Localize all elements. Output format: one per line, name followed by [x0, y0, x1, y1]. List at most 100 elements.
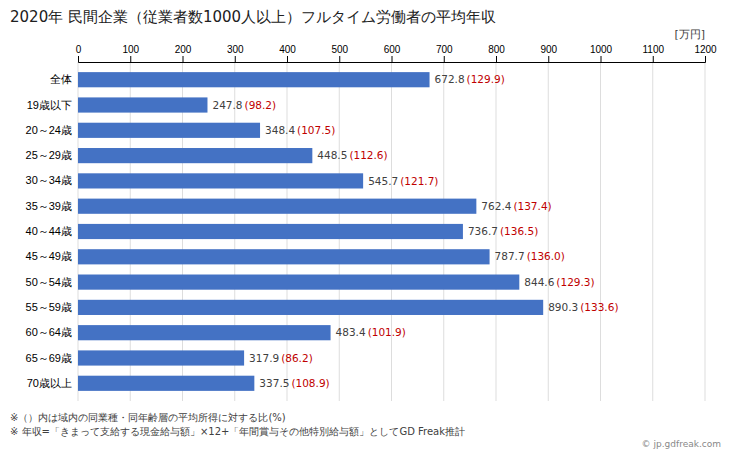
category-label: 30～34歳 [26, 174, 72, 186]
grid-line [652, 62, 653, 401]
category-tick: 30～34歳 [26, 174, 72, 186]
tick-label: 1200 [694, 44, 717, 55]
tick: 800 [488, 44, 505, 62]
bar [78, 123, 260, 138]
bar [78, 376, 254, 391]
category-label: 50～54歳 [26, 276, 72, 288]
tick-mark [496, 56, 497, 62]
bar [78, 325, 331, 340]
category-tick: 50～54歳 [26, 276, 72, 288]
category-label: 25～29歳 [26, 149, 72, 161]
value-label: 672.8 [435, 73, 465, 85]
value-label: 247.8 [212, 99, 242, 111]
grid-line [705, 62, 706, 401]
bar [78, 148, 312, 163]
tick-label: 100 [122, 44, 139, 55]
category-tick: 25～29歳 [26, 149, 72, 161]
category-label: 20～24歳 [26, 124, 72, 136]
tick: 700 [436, 44, 453, 62]
category-tick: 35～39歳 [26, 200, 72, 212]
bar [78, 224, 463, 239]
value-label: 890.3 [548, 301, 578, 313]
bar [78, 350, 244, 365]
y-axis: 全体19歳以下20～24歳25～29歳30～34歳35～39歳40～44歳45～… [26, 73, 72, 389]
axis-domain [79, 56, 706, 63]
tick-label: 500 [331, 44, 348, 55]
value-label: 317.9 [249, 352, 279, 364]
bar [78, 173, 363, 188]
data-labels: 672.8(129.9)247.8(98.2)348.4(107.5)448.5… [212, 73, 618, 389]
bars [78, 72, 543, 391]
tick: 600 [384, 44, 401, 62]
grid-line [548, 62, 549, 401]
ratio-label: (98.2) [245, 99, 277, 111]
ratio-label: (101.9) [368, 326, 406, 338]
ratio-label: (108.9) [291, 377, 329, 389]
category-label: 65～69歳 [26, 352, 72, 364]
footnote: ※ 年収=「きまって支給する現金給与額」×12+「年間賞与その他特別給与額」とし… [10, 426, 465, 437]
category-label: 45～49歳 [26, 250, 72, 262]
tick: 1200 [694, 44, 717, 62]
tick-mark [287, 56, 288, 62]
category-tick: 全体 [50, 73, 72, 85]
tick-label: 1100 [642, 44, 664, 55]
tick-mark [130, 56, 131, 62]
tick: 900 [540, 44, 557, 62]
watermark: © jp.gdfreak.com [642, 439, 721, 449]
tick-label: 900 [540, 44, 557, 55]
category-tick: 40～44歳 [26, 225, 72, 237]
x-axis: 0100200300400500600700800900100011001200 [76, 44, 717, 63]
ratio-label: (129.9) [467, 73, 505, 85]
footnote: ※（）内は域内の同業種・同年齢層の平均所得に対する比(%) [10, 412, 286, 423]
bar [78, 275, 519, 290]
value-label: 483.4 [336, 326, 366, 338]
ratio-label: (136.5) [500, 225, 538, 237]
bar [78, 199, 476, 214]
title: 2020年 民間企業（従業者数1000人以上）フルタイム労働者の平均年収 [10, 8, 496, 26]
plot: 0100200300400500600700800900100011001200… [26, 44, 718, 401]
ratio-label: (112.6) [349, 149, 387, 161]
bar [78, 97, 207, 112]
value-label: 448.5 [317, 149, 347, 161]
value-label: 787.7 [495, 250, 525, 262]
tick-label: 200 [175, 44, 192, 55]
tick-label: 300 [227, 44, 244, 55]
grid-line [600, 62, 601, 401]
tick-mark [183, 56, 184, 62]
tick: 400 [279, 44, 296, 62]
value-label: 736.7 [468, 225, 498, 237]
category-label: 60～64歳 [26, 326, 72, 338]
category-tick: 45～49歳 [26, 250, 72, 262]
tick-mark [78, 56, 79, 62]
tick-mark [339, 56, 340, 62]
tick: 1100 [642, 44, 664, 62]
ratio-label: (86.2) [281, 352, 313, 364]
unit-label: [万円] [674, 28, 705, 41]
category-label: 55～59歳 [26, 301, 72, 313]
tick-mark [392, 56, 393, 62]
category-label: 40～44歳 [26, 225, 72, 237]
tick-label: 800 [488, 44, 505, 55]
tick: 200 [175, 44, 192, 62]
category-tick: 20～24歳 [26, 124, 72, 136]
tick-mark [548, 56, 549, 62]
tick-label: 400 [279, 44, 296, 55]
bar [78, 300, 543, 315]
bar [78, 72, 430, 87]
tick: 300 [227, 44, 244, 62]
tick-mark [444, 56, 445, 62]
category-tick: 55～59歳 [26, 301, 72, 313]
category-tick: 65～69歳 [26, 352, 72, 364]
tick-mark [653, 56, 654, 62]
tick: 100 [122, 44, 139, 62]
chart: 2020年 民間企業（従業者数1000人以上）フルタイム労働者の平均年収 0 100… [0, 0, 729, 451]
category-label: 35～39歳 [26, 200, 72, 212]
tick-label: 0 [76, 44, 82, 55]
tick-label: 700 [436, 44, 453, 55]
tick-mark [235, 56, 236, 62]
tick-mark [601, 56, 602, 62]
ratio-label: (121.7) [400, 175, 438, 187]
tick-label: 600 [384, 44, 401, 55]
tick: 0 [76, 44, 82, 62]
category-label: 全体 [50, 73, 72, 85]
